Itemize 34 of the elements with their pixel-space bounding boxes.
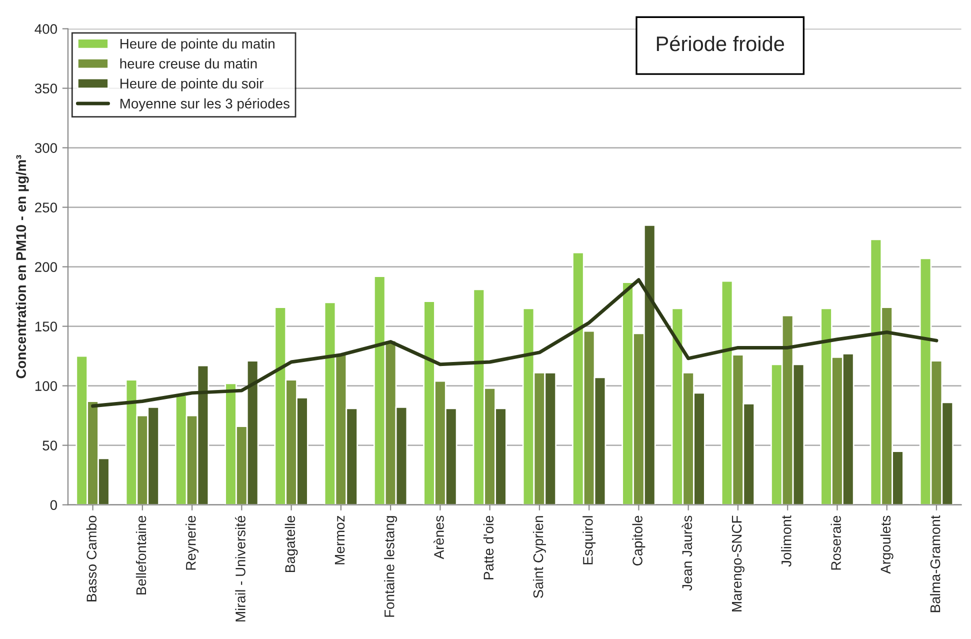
x-tick-label: Bellefontaine	[136, 516, 146, 594]
x-tick-label: Basso Cambo	[86, 516, 97, 602]
y-tick-label: 100	[35, 381, 58, 391]
legend-label: Heure de pointe du soir	[120, 78, 264, 92]
x-tick-label: Mirail - Université	[235, 516, 246, 622]
x-tick-label: Reynerie	[186, 516, 199, 570]
legend-label: heure creuse du matin	[120, 58, 257, 69]
line-series	[91, 278, 938, 408]
x-tick-label: Arènes	[434, 516, 444, 560]
y-tick-label: 50	[42, 440, 58, 450]
y-tick-label: 150	[35, 322, 58, 332]
chart-title: Période froide	[656, 36, 784, 52]
x-tick-label: Esquirol	[582, 516, 596, 564]
legend-label: Moyenne sur les 3 périodes	[120, 98, 290, 112]
x-tick-label: Balma-Gramont	[930, 515, 940, 612]
x-tick-label: Jolimont	[781, 515, 792, 567]
x-tick-label: Bagatelle	[284, 516, 298, 572]
x-tick-label: Fontaine lestang	[384, 516, 398, 617]
x-tick-label: Capitole	[632, 516, 646, 566]
y-tick-label: 0	[50, 500, 58, 510]
x-tick-label: Saint Cyprien	[532, 516, 546, 598]
x-tick-label: Argoulets	[880, 516, 894, 574]
y-tick-label: 200	[35, 262, 58, 272]
x-tick-label: Jean Jaurès	[682, 516, 692, 591]
y-tick-label: 250	[35, 202, 58, 212]
x-tick-label: Patte d'oie	[483, 516, 494, 580]
x-tick-label: Mermoz	[334, 516, 345, 564]
y-tick-label: 400	[34, 24, 58, 34]
y-tick-label: 350	[34, 84, 58, 94]
y-tick-label: 300	[34, 143, 58, 153]
y-axis-title: Concentration en PM10 - en µg/m³	[16, 155, 29, 378]
x-tick-label: Roseraie	[830, 516, 841, 570]
legend-label: Heure de pointe du matin	[120, 38, 274, 52]
x-tick-label: Marengo-SNCF	[732, 516, 744, 612]
